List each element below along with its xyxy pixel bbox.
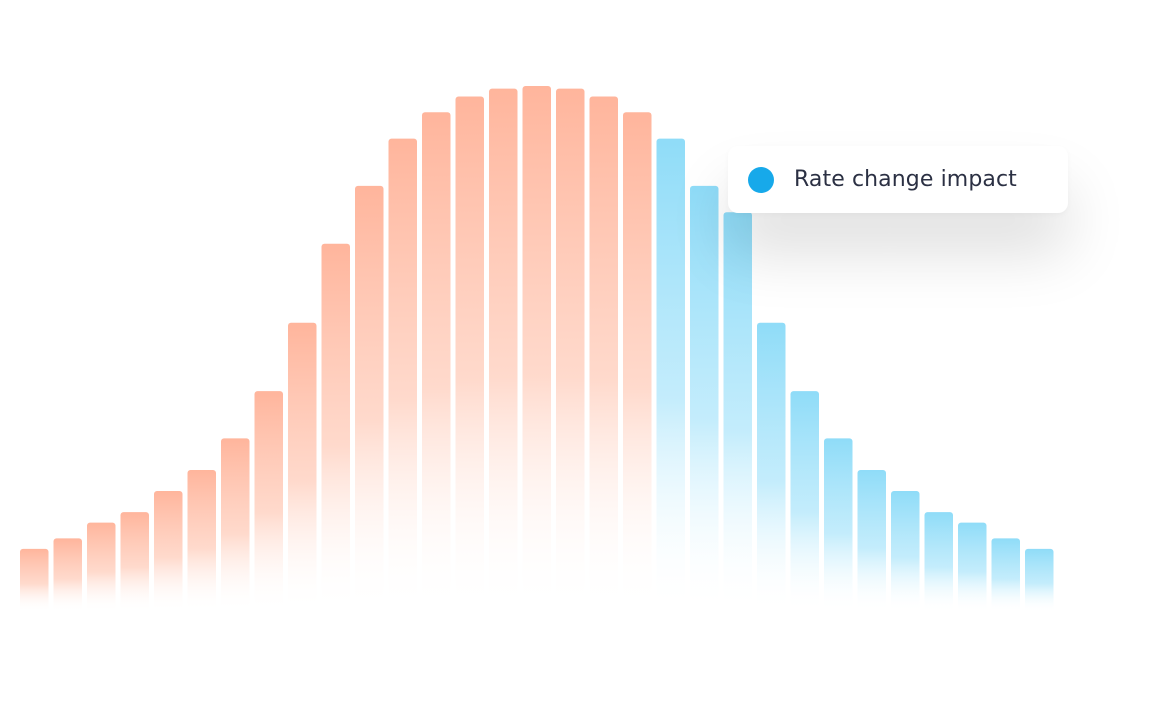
bar-highlight xyxy=(656,138,685,612)
bar xyxy=(120,512,149,612)
bar-highlight xyxy=(924,512,953,612)
bar-highlight xyxy=(1025,548,1054,612)
legend-label: Rate change impact xyxy=(794,167,1017,192)
bar xyxy=(623,112,652,613)
bar-highlight xyxy=(690,185,719,612)
bar-highlight xyxy=(891,491,920,612)
legend-card: Rate change impact xyxy=(728,146,1068,213)
bar-highlight xyxy=(857,470,886,612)
bar xyxy=(556,88,585,613)
bar xyxy=(422,112,451,613)
bar xyxy=(489,88,518,613)
bar xyxy=(87,522,116,612)
bar-highlight xyxy=(991,538,1020,612)
bar-highlight xyxy=(790,391,819,612)
bar xyxy=(455,96,484,612)
bar xyxy=(221,438,250,612)
bar-highlight xyxy=(958,522,987,612)
bar-highlight xyxy=(824,438,853,612)
bar xyxy=(187,470,216,612)
bar-highlight xyxy=(723,212,752,612)
bar xyxy=(288,322,317,612)
bars-group xyxy=(20,86,1054,613)
bar-highlight xyxy=(757,322,786,612)
bar xyxy=(20,548,49,612)
legend-dot-icon xyxy=(748,166,774,193)
bar xyxy=(355,185,384,612)
bar xyxy=(522,86,551,612)
bar xyxy=(589,96,618,612)
bar xyxy=(53,538,82,612)
bar xyxy=(321,243,350,613)
bar xyxy=(154,491,183,612)
bar xyxy=(254,391,283,612)
bar xyxy=(388,138,417,612)
